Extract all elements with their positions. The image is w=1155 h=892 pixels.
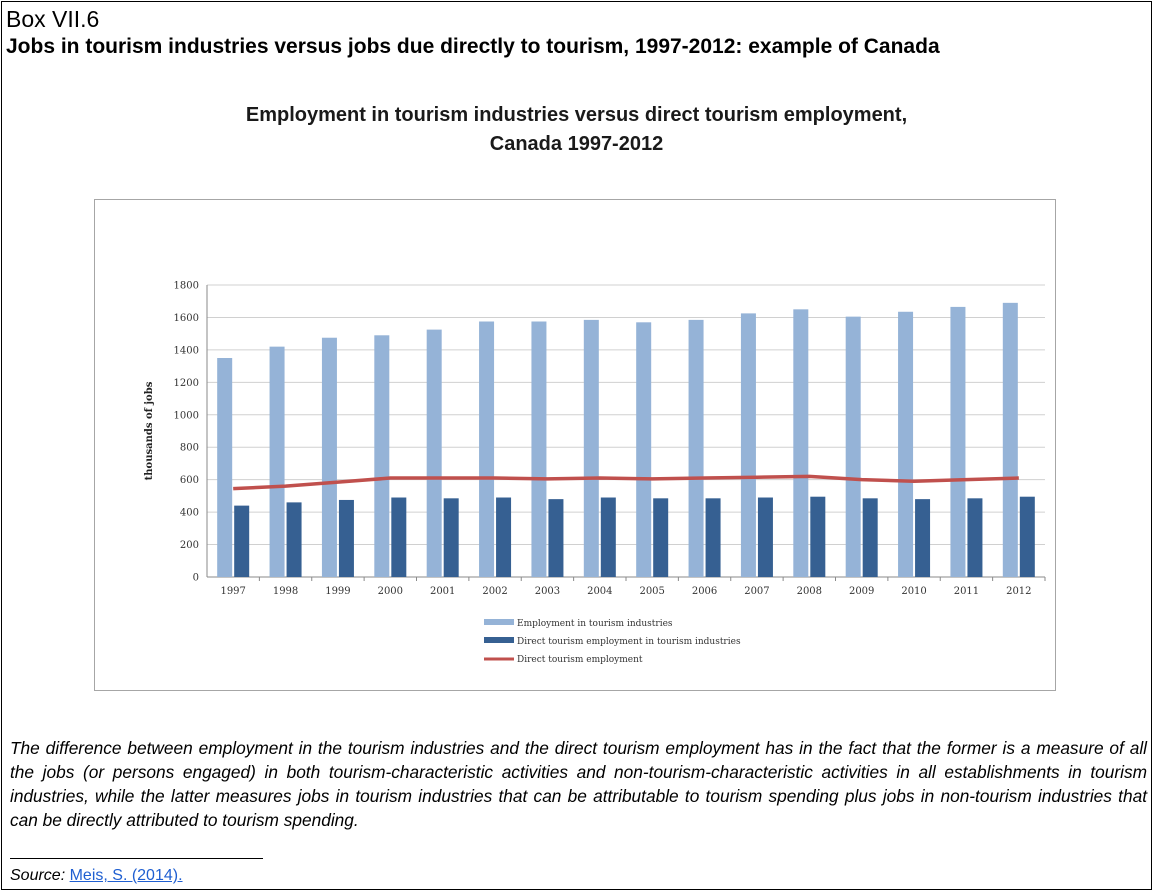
bar-tourism-industries <box>269 346 285 577</box>
bar-direct-in-industries <box>234 505 250 577</box>
x-tick-label: 1998 <box>273 586 298 597</box>
bar-tourism-industries <box>1002 302 1018 577</box>
bar-direct-in-industries <box>600 497 616 577</box>
bar-tourism-industries <box>845 316 861 577</box>
bar-direct-in-industries <box>862 498 878 577</box>
x-tick-label: 2002 <box>482 586 507 597</box>
chart-title-line-1: Employment in tourism industries versus … <box>245 104 908 126</box>
bar-tourism-industries <box>479 321 495 577</box>
bar-tourism-industries <box>531 321 547 577</box>
y-tick-label: 1600 <box>174 313 199 324</box>
bar-tourism-industries <box>321 337 337 577</box>
y-tick-label: 1400 <box>174 345 199 356</box>
source-link[interactable]: Meis, S. (2014). <box>69 867 183 884</box>
bar-tourism-industries <box>583 319 599 577</box>
bar-direct-in-industries <box>548 499 564 577</box>
x-tick-label: 2000 <box>378 586 403 597</box>
bar-direct-in-industries <box>757 497 773 577</box>
bar-tourism-industries <box>740 313 756 577</box>
bar-direct-in-industries <box>1019 496 1035 577</box>
bar-direct-in-industries <box>705 498 721 577</box>
y-tick-label: 0 <box>193 573 199 584</box>
y-tick-label: 200 <box>180 540 199 551</box>
y-tick-label: 1800 <box>174 281 199 292</box>
y-tick-label: 600 <box>180 475 199 486</box>
chart-title-line-2: Canada 1997-2012 <box>489 133 664 155</box>
y-tick-label: 1000 <box>174 410 199 421</box>
bar-direct-in-industries <box>391 497 407 577</box>
legend-label: Employment in tourism industries <box>517 619 673 629</box>
x-tick-label: 1999 <box>325 586 350 597</box>
x-tick-label: 2008 <box>797 586 822 597</box>
x-tick-label: 2009 <box>849 586 874 597</box>
bar-direct-in-industries <box>967 498 983 577</box>
chart-title: Employment in tourism industries versus … <box>2 101 1151 159</box>
bar-tourism-industries <box>793 309 809 577</box>
box-label: Box VII.6 <box>6 6 100 32</box>
legend-swatch <box>484 637 514 643</box>
bar-tourism-industries <box>217 358 233 577</box>
y-axis-label: thousands of jobs <box>144 381 155 480</box>
line-direct-tourism-employment <box>233 474 1019 491</box>
bar-tourism-industries <box>688 319 704 577</box>
x-tick-label: 2012 <box>1006 586 1031 597</box>
bar-direct-in-industries <box>286 502 302 577</box>
explanatory-note: The difference between employment in the… <box>10 738 1147 830</box>
x-tick-label: 2006 <box>692 586 717 597</box>
x-tick-label: 2011 <box>954 586 979 597</box>
x-tick-label: 2007 <box>744 586 769 597</box>
bar-direct-in-industries <box>443 498 459 577</box>
chart-svg: 0 200 400 600 800 1000 1200 1400 1600 1800 thousan… <box>144 281 1046 665</box>
legend-label: Direct tourism employment in tourism ind… <box>517 637 741 647</box>
y-tick-label: 400 <box>180 508 199 519</box>
source-line: Source: Meis, S. (2014). <box>10 867 183 885</box>
bar-direct-in-industries <box>915 499 931 577</box>
legend-swatch <box>484 619 514 625</box>
bar-tourism-industries <box>426 329 442 577</box>
source-label: Source: <box>10 867 66 884</box>
source-divider <box>10 858 263 859</box>
bar-tourism-industries <box>374 335 390 577</box>
x-tick-label: 1997 <box>220 586 245 597</box>
y-tick-label: 800 <box>180 443 199 454</box>
legend-label: Direct tourism employment <box>517 655 643 665</box>
x-tick-label: 2003 <box>535 586 560 597</box>
bar-tourism-industries <box>950 306 966 577</box>
x-tick-label: 2010 <box>901 586 926 597</box>
bar-tourism-industries <box>636 322 652 577</box>
bar-direct-in-industries <box>338 499 354 577</box>
bar-direct-in-industries <box>810 496 826 577</box>
x-tick-label: 2001 <box>430 586 455 597</box>
x-tick-label: 2005 <box>639 586 664 597</box>
bar-direct-in-industries <box>653 498 669 577</box>
box-title: Jobs in tourism industries versus jobs d… <box>6 35 940 58</box>
y-tick-label: 1200 <box>174 378 199 389</box>
x-tick-label: 2004 <box>587 586 612 597</box>
bar-tourism-industries <box>898 311 914 577</box>
bar-direct-in-industries <box>496 497 512 577</box>
chart-area-frame <box>94 199 1056 691</box>
